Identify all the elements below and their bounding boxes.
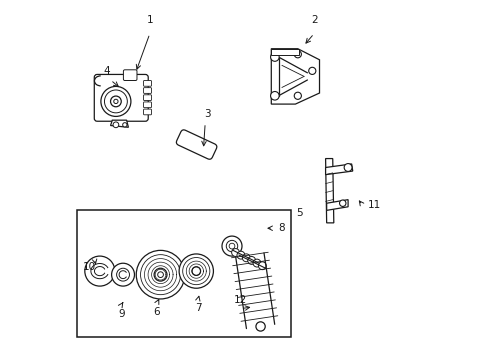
- Polygon shape: [110, 120, 128, 127]
- Polygon shape: [271, 49, 319, 104]
- Circle shape: [179, 254, 213, 288]
- FancyBboxPatch shape: [123, 70, 137, 81]
- Circle shape: [231, 249, 239, 256]
- Circle shape: [294, 51, 301, 58]
- FancyBboxPatch shape: [143, 95, 151, 100]
- Circle shape: [237, 251, 244, 259]
- Bar: [77, 210, 290, 337]
- Circle shape: [222, 236, 242, 256]
- Circle shape: [116, 268, 129, 281]
- Circle shape: [192, 267, 200, 275]
- Circle shape: [154, 268, 166, 281]
- Circle shape: [183, 257, 209, 285]
- Circle shape: [113, 122, 119, 128]
- Circle shape: [101, 86, 131, 116]
- Circle shape: [339, 200, 345, 206]
- Circle shape: [122, 123, 127, 127]
- Text: 6: 6: [153, 307, 160, 317]
- FancyBboxPatch shape: [143, 102, 151, 108]
- Circle shape: [258, 262, 266, 270]
- Circle shape: [294, 92, 301, 99]
- FancyBboxPatch shape: [143, 81, 151, 86]
- Circle shape: [247, 257, 255, 264]
- Circle shape: [226, 240, 237, 252]
- Circle shape: [270, 53, 279, 61]
- Text: 1: 1: [146, 15, 153, 24]
- Text: 10: 10: [82, 262, 96, 272]
- Text: 12: 12: [234, 295, 247, 305]
- Polygon shape: [325, 164, 352, 175]
- Text: 11: 11: [367, 200, 380, 210]
- Circle shape: [104, 90, 127, 113]
- Circle shape: [111, 263, 134, 286]
- Circle shape: [242, 254, 250, 262]
- Circle shape: [157, 272, 163, 278]
- Text: 7: 7: [194, 303, 201, 313]
- Circle shape: [114, 99, 118, 104]
- Circle shape: [229, 243, 234, 249]
- Polygon shape: [325, 158, 333, 223]
- Text: 3: 3: [203, 109, 210, 119]
- Circle shape: [84, 256, 115, 286]
- FancyBboxPatch shape: [143, 87, 151, 93]
- Circle shape: [255, 322, 264, 331]
- Circle shape: [308, 67, 315, 75]
- Text: 4: 4: [103, 66, 110, 76]
- Polygon shape: [271, 49, 299, 55]
- Polygon shape: [326, 200, 347, 210]
- FancyBboxPatch shape: [143, 109, 151, 115]
- Circle shape: [110, 96, 121, 107]
- Circle shape: [136, 250, 184, 299]
- FancyBboxPatch shape: [176, 130, 216, 159]
- Text: 2: 2: [310, 15, 317, 24]
- Circle shape: [344, 163, 351, 171]
- FancyBboxPatch shape: [94, 75, 148, 121]
- Circle shape: [270, 91, 279, 100]
- Text: 9: 9: [118, 309, 124, 319]
- Text: 8: 8: [278, 223, 285, 233]
- Text: 5: 5: [296, 207, 303, 217]
- Circle shape: [140, 255, 180, 295]
- Circle shape: [253, 259, 261, 267]
